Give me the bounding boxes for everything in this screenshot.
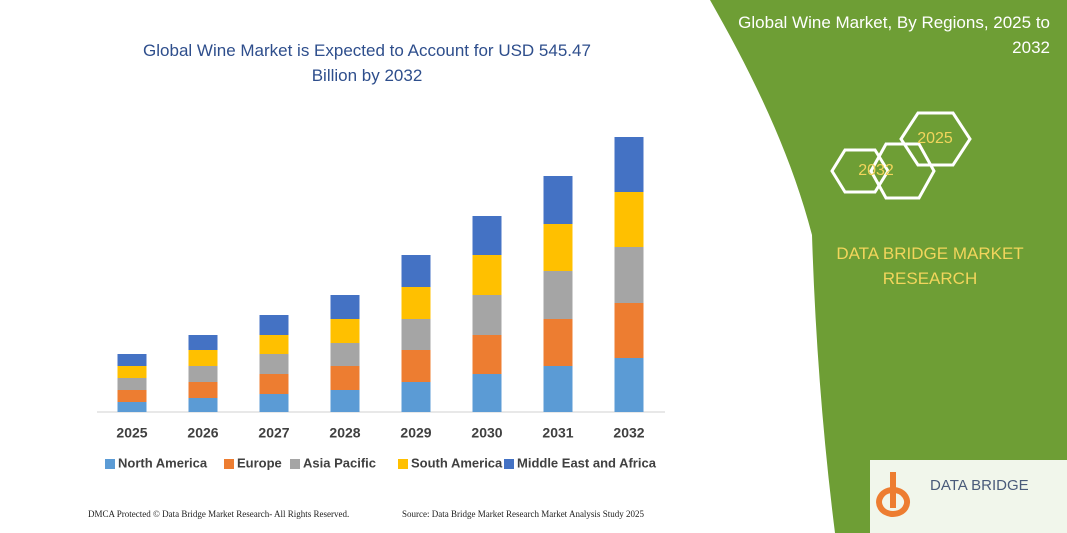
- bar-segment: [614, 137, 644, 192]
- bar-segment: [188, 335, 218, 350]
- bar-segment: [401, 287, 431, 319]
- bar-segment: [259, 374, 289, 394]
- bar-segment: [543, 271, 573, 319]
- bar-segment: [472, 295, 502, 335]
- footer-left: DMCA Protected © Data Bridge Market Rese…: [88, 509, 349, 519]
- footer-right: Source: Data Bridge Market Research Mark…: [402, 509, 644, 519]
- bar-segment: [117, 378, 147, 390]
- hexagon: [869, 142, 936, 200]
- x-tick-label: 2027: [258, 425, 289, 441]
- x-tick-label: 2025: [116, 425, 147, 441]
- chart-title: Global Wine Market is Expected to Accoun…: [143, 41, 591, 85]
- bar-segment: [259, 354, 289, 374]
- x-tick-label: 2031: [542, 425, 573, 441]
- side-panel: [710, 0, 1067, 533]
- bar-segment: [401, 255, 431, 287]
- legend-label: Asia Pacific: [303, 455, 376, 470]
- hex-label: 2032: [858, 162, 894, 179]
- bar-segment: [259, 394, 289, 412]
- x-tick-label: 2032: [613, 425, 644, 441]
- legend-swatch: [398, 459, 408, 469]
- bar-segment: [330, 343, 360, 366]
- bar-segment: [259, 335, 289, 354]
- hex-label: 2025: [917, 130, 953, 147]
- bar-segment: [543, 366, 573, 412]
- bar-segment: [330, 366, 360, 390]
- legend-swatch: [224, 459, 234, 469]
- legend-label: Middle East and Africa: [517, 455, 657, 470]
- logo-text: DATA BRIDGE: [930, 477, 1029, 494]
- bar-segment: [330, 390, 360, 412]
- logo-mark: [876, 472, 911, 517]
- bar-segment: [401, 319, 431, 350]
- hexagon: [830, 148, 890, 194]
- legend-label: Europe: [237, 455, 282, 470]
- bar-segment: [472, 216, 502, 255]
- x-tick-label: 2026: [187, 425, 218, 441]
- bar-segment: [188, 366, 218, 382]
- bar-segment: [614, 247, 644, 303]
- legend-label: North America: [118, 455, 208, 470]
- brand-text: DATA BRIDGE MARKET RESEARCH: [836, 244, 1024, 288]
- bar-segment: [117, 354, 147, 366]
- bar-segment: [188, 398, 218, 412]
- bar-segment: [543, 176, 573, 224]
- bar-segment: [472, 374, 502, 412]
- hexagon: [899, 111, 972, 167]
- bar-segment: [117, 390, 147, 402]
- bar-segment: [614, 192, 644, 247]
- x-tick-label: 2029: [400, 425, 431, 441]
- legend-swatch: [290, 459, 300, 469]
- logo-backdrop: [870, 460, 1067, 533]
- bar-segment: [259, 315, 289, 335]
- bar-segment: [330, 295, 360, 319]
- bar-segment: [472, 335, 502, 374]
- bar-segment: [188, 350, 218, 366]
- bar-segment: [472, 255, 502, 295]
- bar-segment: [401, 350, 431, 382]
- legend-label: South America: [411, 455, 503, 470]
- bar-segment: [117, 366, 147, 378]
- bar-segment: [614, 303, 644, 358]
- x-tick-label: 2028: [329, 425, 360, 441]
- panel-title: Global Wine Market, By Regions, 2025 to …: [738, 13, 1050, 57]
- legend-swatch: [105, 459, 115, 469]
- bar-segment: [401, 382, 431, 412]
- bar-segment: [543, 319, 573, 366]
- legend-swatch: [504, 459, 514, 469]
- bar-segment: [117, 402, 147, 412]
- x-tick-label: 2030: [471, 425, 502, 441]
- bar-segment: [614, 358, 644, 412]
- bar-segment: [543, 224, 573, 271]
- bar-segment: [188, 382, 218, 398]
- bar-segment: [330, 319, 360, 343]
